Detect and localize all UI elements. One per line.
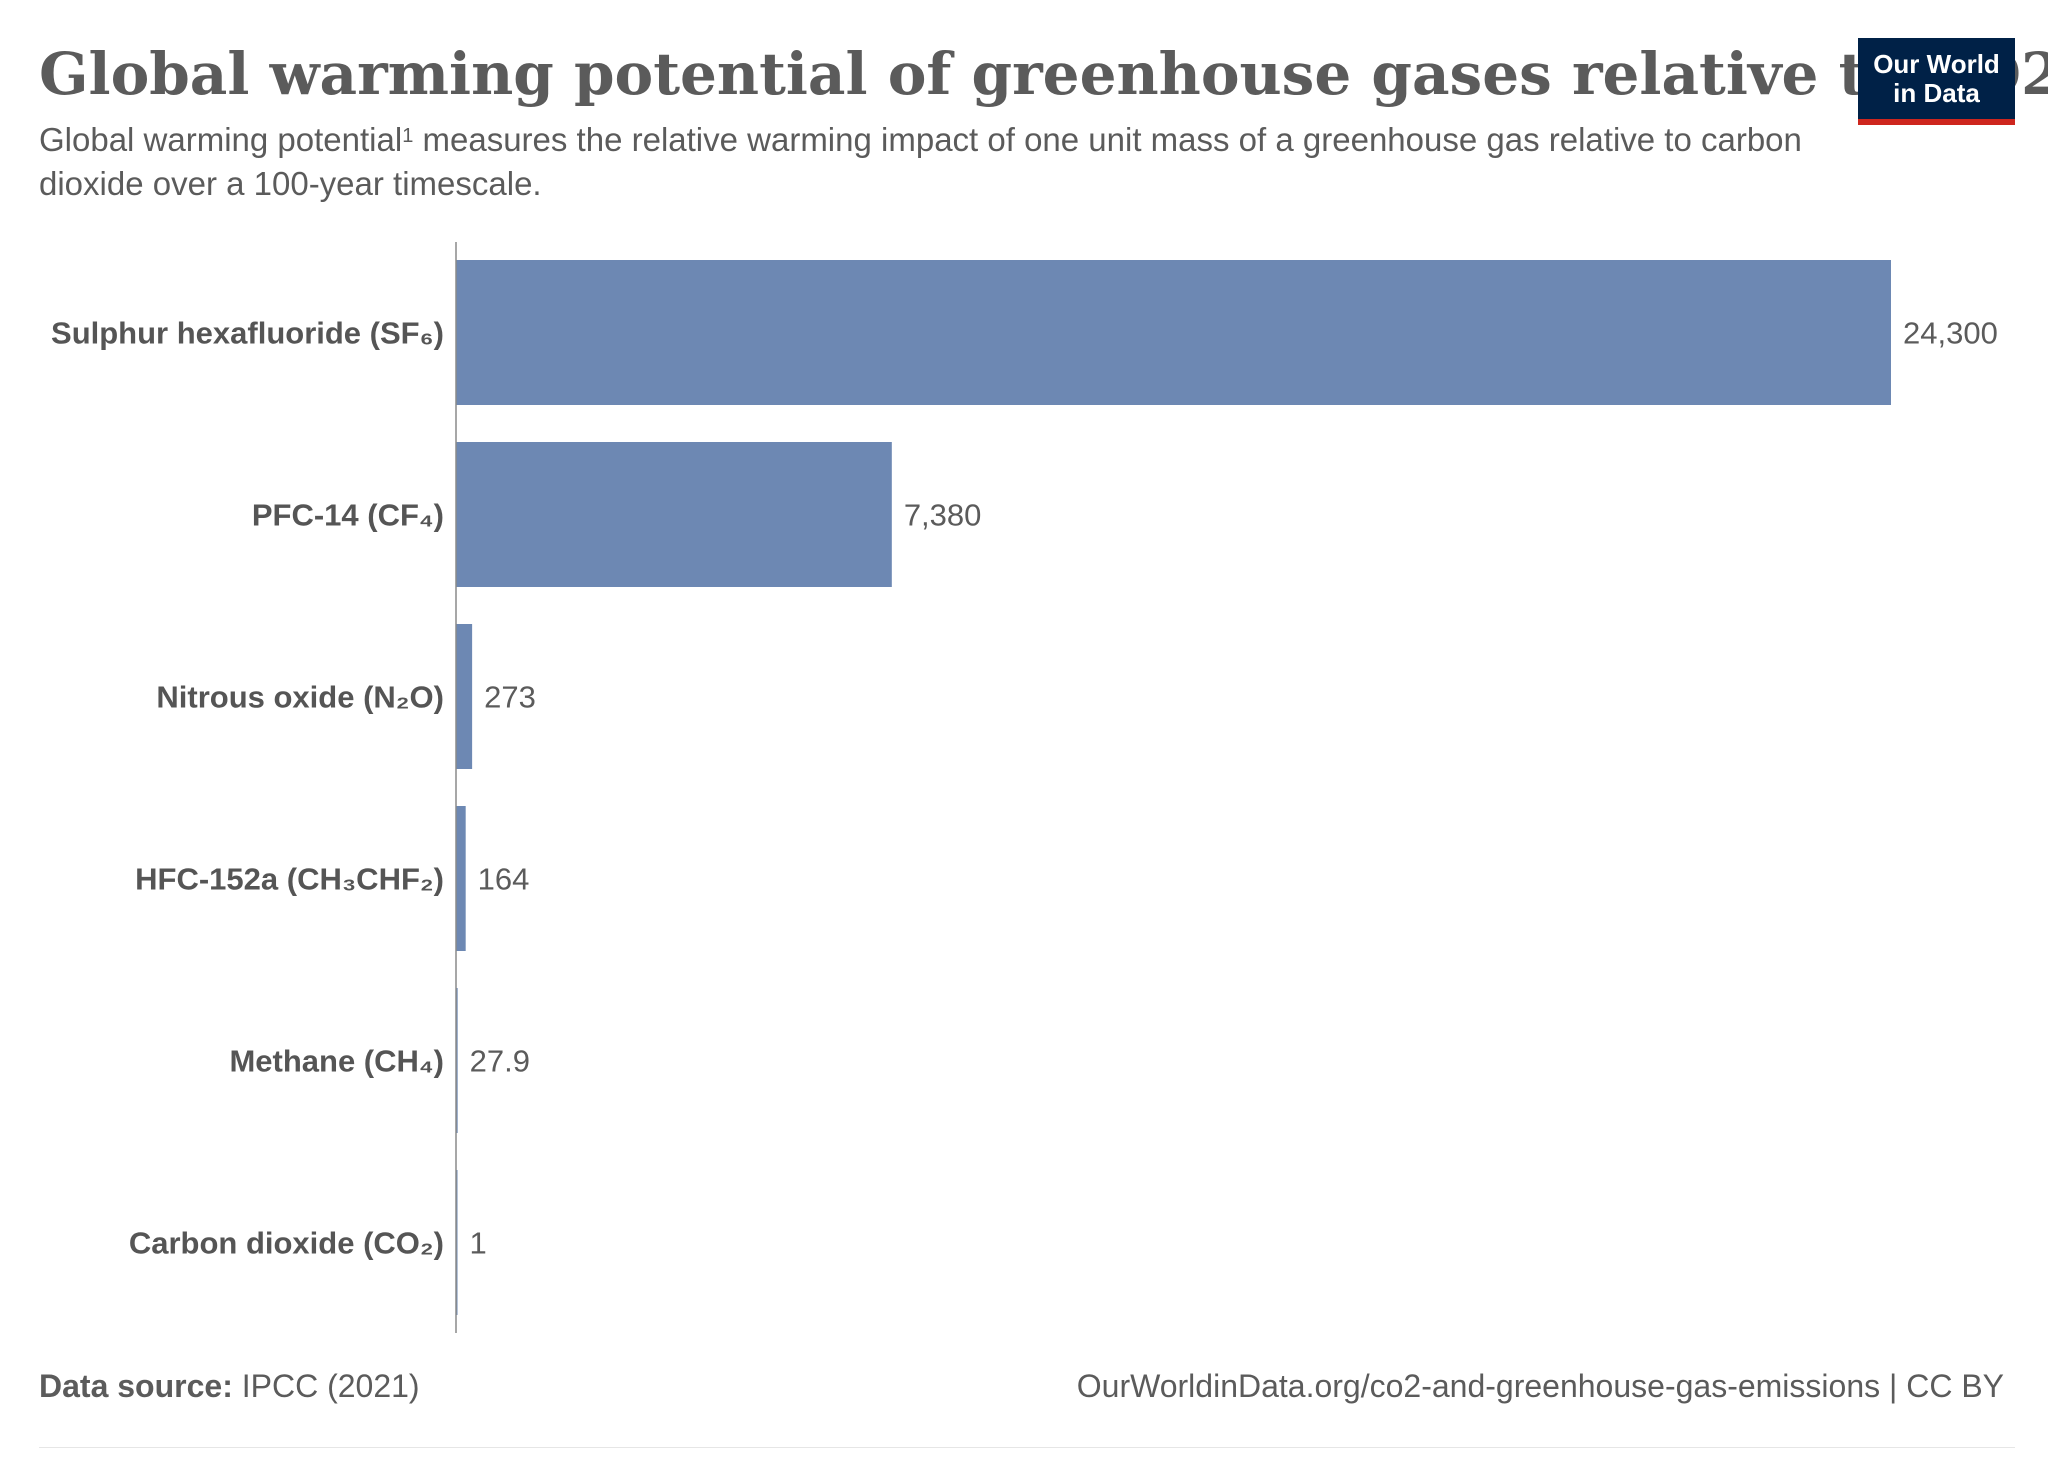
data-source-value[interactable]: IPCC (2021) [232, 1368, 420, 1404]
category-label-4: Methane (CH₄) [229, 1044, 444, 1079]
category-label-0: Sulphur hexafluoride (SF₆) [51, 316, 444, 351]
subtitle-text-part1: Global warming potential [39, 121, 403, 158]
bar-4[interactable] [456, 988, 458, 1133]
footnote-marker[interactable]: 1 [402, 125, 414, 147]
source-url[interactable]: OurWorldinData.org/co2-and-greenhouse-ga… [1076, 1368, 2004, 1404]
value-label-1: 7,380 [904, 498, 982, 533]
value-label-5: 1 [470, 1226, 487, 1261]
value-label-0: 24,300 [1903, 316, 1998, 351]
chart-subtitle: Global warming potential1 measures the r… [39, 118, 1839, 206]
value-label-2: 273 [484, 680, 536, 715]
logo-line-2: in Data [1893, 77, 1980, 108]
footer-divider [39, 1447, 2015, 1448]
value-label-3: 164 [478, 862, 530, 897]
data-source-label: Data source: [39, 1368, 233, 1404]
value-label-4: 27.9 [470, 1044, 530, 1079]
category-label-3: HFC-152a (CH₃CHF₂) [135, 862, 444, 897]
logo-line-1: Our World [1873, 48, 2000, 79]
chart-title: Global warming potential of greenhouse g… [39, 40, 2048, 108]
bar-2[interactable] [456, 624, 473, 769]
subtitle-text-part2: measures the relative warming impact of … [39, 121, 1802, 202]
bar-3[interactable] [456, 806, 466, 951]
category-label-5: Carbon dioxide (CO₂) [129, 1226, 444, 1261]
category-label-1: PFC-14 (CF₄) [252, 498, 444, 533]
data-source: Data source: IPCC (2021) [39, 1368, 420, 1405]
category-label-2: Nitrous oxide (N₂O) [156, 680, 444, 715]
bar-0[interactable] [456, 260, 1891, 405]
our-world-in-data-logo[interactable]: Our World in Data [1858, 38, 2015, 125]
bar-1[interactable] [456, 442, 892, 587]
